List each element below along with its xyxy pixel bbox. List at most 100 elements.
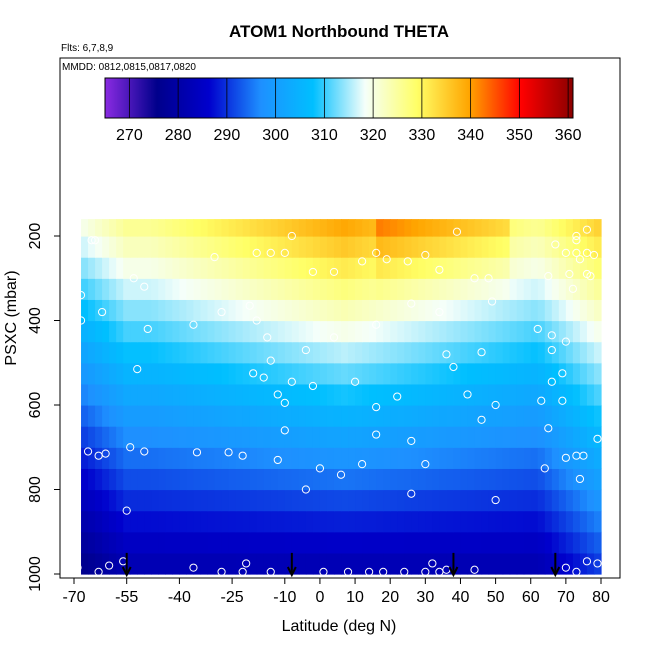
heatmap-cell [312,299,321,322]
heatmap-cell [474,531,483,554]
sample-point [561,337,570,346]
heatmap-cell [137,362,145,385]
heatmap-cell [207,426,216,448]
heatmap-cell [116,510,124,533]
heatmap-cell [144,489,152,512]
heatmap-cell [481,552,490,575]
heatmap-cell [425,426,433,448]
sample-point [582,225,592,234]
heatmap-cell [383,278,391,300]
heatmap-cell [390,552,398,575]
heatmap-cell [256,257,265,279]
heatmap-cell [390,320,398,343]
heatmap-cell [109,299,117,322]
heatmap-cell [207,468,216,491]
heatmap-cell [109,219,117,237]
sample-point [98,307,107,317]
heatmap-cell [312,362,321,385]
heatmap-cell [263,362,272,385]
heatmap-cell [312,320,321,343]
sample-point [315,464,325,473]
heatmap-cell [418,299,426,322]
heatmap-cell [88,278,96,300]
sample-point [87,236,96,245]
sample-point [568,284,577,293]
heatmap-cell [165,320,173,343]
heatmap-cell [305,405,314,427]
heatmap-cell [460,320,469,343]
heatmap-cell [249,362,258,385]
heatmap-cell [207,405,216,427]
heatmap-cell [263,468,272,491]
heatmap-cell [530,552,539,575]
heatmap-cell [144,219,152,237]
sample-point [336,470,346,479]
heatmap-cell [144,426,152,448]
heatmap-cell [502,426,511,448]
heatmap-cell [200,362,209,385]
heatmap-cell [179,405,188,427]
heatmap-cell [397,489,405,512]
heatmap-cell [383,236,391,258]
heatmap-cell [298,489,307,512]
heatmap-cell [221,489,230,512]
heatmap-cell [242,383,251,406]
heatmap-cell [474,426,483,448]
colorbar-tick-label: 360 [555,127,582,144]
heatmap-cell [137,468,145,491]
heatmap-cell [186,383,195,406]
sample-point [372,320,381,329]
heatmap-cell [411,531,419,554]
heatmap-cell [369,468,377,491]
heatmap-cell [116,257,124,279]
heatmap-cell [172,531,180,554]
heatmap-cell [305,299,314,322]
colorbar-tick-label: 350 [506,127,533,144]
heatmap-cell [341,257,349,279]
sample-point [365,567,374,576]
heatmap-cell [376,468,384,491]
heatmap-cell [418,219,426,237]
x-tick-label: -25 [221,589,244,606]
heatmap-cell [235,341,244,364]
heatmap-cell [390,362,398,385]
sample-point [329,333,339,342]
heatmap-cell [397,278,405,300]
heatmap-cell [158,299,166,322]
sample-point [308,381,318,391]
heatmap-cell [355,468,363,491]
heatmap-cell [572,362,581,385]
plot-frame [59,57,621,579]
heatmap-cell [460,489,469,512]
sample-point [263,333,272,342]
heatmap-cell [116,362,124,385]
heatmap-cell [312,278,321,300]
sample-point [287,231,296,241]
heatmap-cell [333,552,342,575]
heatmap-cell [172,489,180,512]
heatmap-cell [565,489,574,512]
heatmap-cell [502,320,511,343]
heatmap-cell [530,219,539,237]
sample-point [477,415,486,424]
sample-point [452,227,462,236]
heatmap-cell [453,383,462,406]
heatmap-cell [158,489,166,512]
heatmap-cell [488,447,497,469]
heatmap-cell [165,531,173,554]
heatmap-cell [235,236,244,258]
heatmap-cell [214,489,223,512]
heatmap-cell [284,489,293,512]
heatmap-cell [369,447,377,469]
heatmap-cell [530,489,539,512]
sample-point [435,307,444,317]
heatmap-cell [551,447,560,469]
heatmap-cell [453,320,462,343]
heatmap-cell [109,510,117,533]
heatmap-cell [572,531,581,554]
heatmap-cell [81,489,89,512]
heatmap-cell [214,531,223,554]
heatmap-cell [460,531,469,554]
heatmap-cell [509,531,518,554]
heatmap-cell [586,552,595,575]
